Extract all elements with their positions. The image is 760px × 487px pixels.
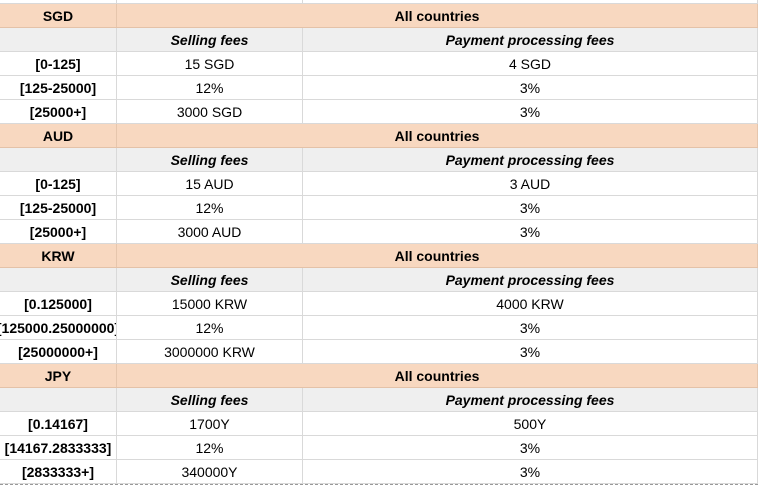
fee-row: [25000000+] 3000000 KRW 3% — [0, 340, 758, 364]
selling-fee-cell[interactable]: 15 AUD — [117, 172, 303, 195]
selling-fees-header[interactable]: Selling fees — [117, 148, 303, 171]
selling-fee-cell[interactable]: 12% — [117, 76, 303, 99]
fee-row: [25000+] 3000 SGD 3% — [0, 100, 758, 124]
column-header-row: Selling fees Payment processing fees — [0, 28, 758, 52]
range-cell[interactable]: [0-125] — [0, 52, 117, 75]
range-cell[interactable]: [0-125] — [0, 172, 117, 195]
selling-fee-cell[interactable]: 15000 KRW — [117, 292, 303, 315]
selling-fee-cell[interactable]: 12% — [117, 316, 303, 339]
region-cell[interactable]: All countries — [117, 244, 758, 267]
selling-fee-cell[interactable]: 12% — [117, 436, 303, 459]
fee-row: [0.14167] 1700Y 500Y — [0, 412, 758, 436]
empty-cell[interactable] — [0, 268, 117, 291]
fee-row: [2833333+] 340000Y 3% — [0, 460, 758, 484]
partial-row[interactable] — [0, 0, 758, 4]
payment-fees-header[interactable]: Payment processing fees — [303, 388, 758, 411]
cell[interactable] — [117, 0, 303, 3]
selling-fee-cell[interactable]: 12% — [117, 196, 303, 219]
range-cell[interactable]: [125-25000] — [0, 196, 117, 219]
payment-fees-header[interactable]: Payment processing fees — [303, 148, 758, 171]
fee-row: [0.125000] 15000 KRW 4000 KRW — [0, 292, 758, 316]
empty-cell[interactable] — [0, 388, 117, 411]
fee-row: [25000+] 3000 AUD 3% — [0, 220, 758, 244]
currency-header-row: JPY All countries — [0, 364, 758, 388]
payment-fee-cell[interactable]: 3% — [303, 316, 758, 339]
column-header-row: Selling fees Payment processing fees — [0, 268, 758, 292]
currency-cell[interactable]: SGD — [0, 4, 117, 27]
currency-cell[interactable]: KRW — [0, 244, 117, 267]
payment-fee-cell[interactable]: 500Y — [303, 412, 758, 435]
selling-fees-header[interactable]: Selling fees — [117, 388, 303, 411]
payment-fees-header[interactable]: Payment processing fees — [303, 28, 758, 51]
column-header-row: Selling fees Payment processing fees — [0, 148, 758, 172]
region-cell[interactable]: All countries — [117, 364, 758, 387]
payment-fees-header[interactable]: Payment processing fees — [303, 268, 758, 291]
currency-cell[interactable]: JPY — [0, 364, 117, 387]
selling-fee-cell[interactable]: 3000 AUD — [117, 220, 303, 243]
fee-row: [14167.2833333] 12% 3% — [0, 436, 758, 460]
fee-row: [125-25000] 12% 3% — [0, 76, 758, 100]
payment-fee-cell[interactable]: 3% — [303, 100, 758, 123]
payment-fee-cell[interactable]: 4 SGD — [303, 52, 758, 75]
range-cell[interactable]: [25000+] — [0, 100, 117, 123]
range-cell[interactable]: [25000000+] — [0, 340, 117, 363]
currency-header-row: SGD All countries — [0, 4, 758, 28]
currency-header-row: KRW All countries — [0, 244, 758, 268]
payment-fee-cell[interactable]: 4000 KRW — [303, 292, 758, 315]
payment-fee-cell[interactable]: 3% — [303, 220, 758, 243]
range-cell[interactable]: [125-25000] — [0, 76, 117, 99]
column-header-row: Selling fees Payment processing fees — [0, 388, 758, 412]
region-cell[interactable]: All countries — [117, 124, 758, 147]
selling-fee-cell[interactable]: 340000Y — [117, 460, 303, 483]
fee-row: [125-25000] 12% 3% — [0, 196, 758, 220]
payment-fee-cell[interactable]: 3% — [303, 76, 758, 99]
range-cell[interactable]: [0.14167] — [0, 412, 117, 435]
selling-fees-header[interactable]: Selling fees — [117, 268, 303, 291]
page-break-line — [0, 484, 758, 485]
empty-cell[interactable] — [0, 28, 117, 51]
fee-row: [0-125] 15 SGD 4 SGD — [0, 52, 758, 76]
region-cell[interactable]: All countries — [117, 4, 758, 27]
payment-fee-cell[interactable]: 3% — [303, 340, 758, 363]
selling-fee-cell[interactable]: 1700Y — [117, 412, 303, 435]
payment-fee-cell[interactable]: 3% — [303, 460, 758, 483]
selling-fees-header[interactable]: Selling fees — [117, 28, 303, 51]
range-cell[interactable]: [25000+] — [0, 220, 117, 243]
fee-row: [0-125] 15 AUD 3 AUD — [0, 172, 758, 196]
fee-row: [125000.25000000] 12% 3% — [0, 316, 758, 340]
range-cell[interactable]: [14167.2833333] — [0, 436, 117, 459]
cell[interactable] — [0, 0, 117, 3]
selling-fee-cell[interactable]: 3000000 KRW — [117, 340, 303, 363]
currency-cell[interactable]: AUD — [0, 124, 117, 147]
range-cell[interactable]: [2833333+] — [0, 460, 117, 483]
empty-cell[interactable] — [0, 148, 117, 171]
payment-fee-cell[interactable]: 3% — [303, 196, 758, 219]
selling-fee-cell[interactable]: 15 SGD — [117, 52, 303, 75]
range-cell[interactable]: [0.125000] — [0, 292, 117, 315]
payment-fee-cell[interactable]: 3 AUD — [303, 172, 758, 195]
currency-header-row: AUD All countries — [0, 124, 758, 148]
payment-fee-cell[interactable]: 3% — [303, 436, 758, 459]
range-cell[interactable]: [125000.25000000] — [0, 316, 117, 339]
cell[interactable] — [303, 0, 758, 3]
selling-fee-cell[interactable]: 3000 SGD — [117, 100, 303, 123]
